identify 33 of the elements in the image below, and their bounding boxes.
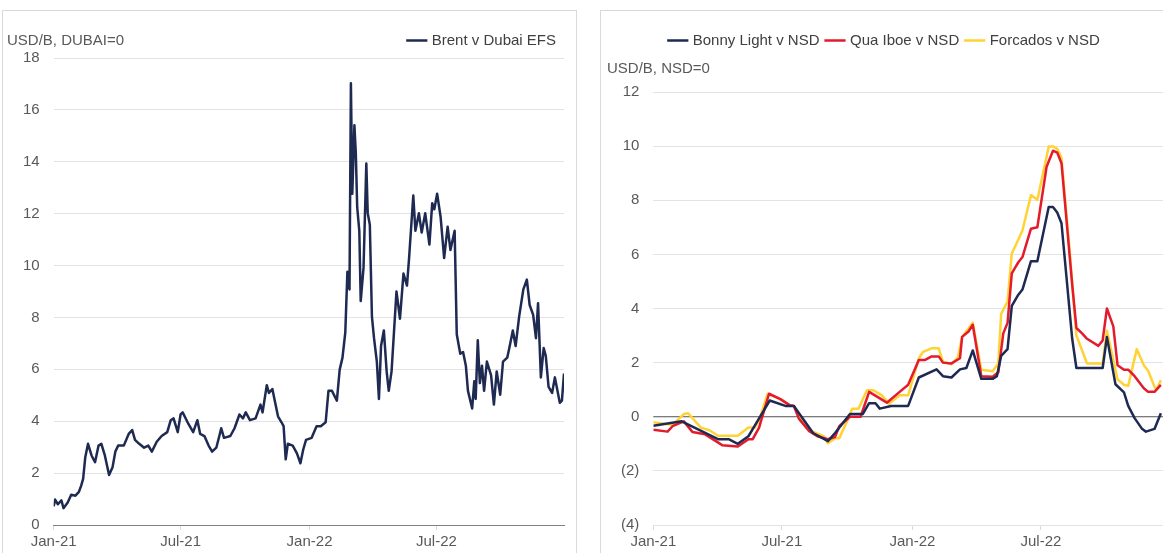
y-tick-label: 14: [23, 151, 40, 169]
y-tick-label: 12: [23, 203, 40, 221]
x-tick-label: Jan-21: [30, 532, 77, 550]
y-tick-label: 4: [630, 298, 640, 316]
y-tick-label: 6: [630, 244, 640, 262]
y-tick-label: 16: [23, 100, 40, 118]
y-tick-label: 18: [23, 48, 40, 66]
y-axis-title: USD/B, DUBAI=0: [7, 31, 125, 48]
y-tick-label: 6: [31, 359, 40, 377]
x-tick-label: Jul-21: [761, 532, 803, 550]
x-tick-label: Jul-21: [160, 532, 201, 550]
y-tick-label: 0: [630, 406, 640, 424]
legend-label: Qua Iboe v NSD: [849, 30, 960, 48]
y-tick-label: (2): [620, 461, 640, 479]
x-tick-label: Jan-21: [630, 532, 677, 550]
legend-label: Brent v Dubai EFS: [431, 30, 556, 48]
x-tick-label: Jan-22: [286, 532, 333, 550]
y-tick-label: (4): [620, 515, 640, 533]
y-axis-title: USD/B, NSD=0: [607, 59, 710, 77]
x-tick-label: Jan-22: [889, 532, 936, 550]
y-tick-label: 2: [630, 352, 640, 370]
y-tick-label: 12: [622, 82, 640, 100]
legend-label: Bonny Light v NSD: [692, 30, 820, 48]
x-tick-label: Jul-22: [1020, 532, 1062, 550]
y-tick-label: 10: [23, 255, 40, 273]
legend-label: Forcados v NSD: [989, 30, 1100, 48]
y-tick-label: 8: [630, 190, 640, 208]
y-tick-label: 8: [31, 307, 40, 325]
y-tick-label: 4: [31, 411, 40, 429]
y-tick-label: 0: [31, 515, 40, 533]
y-tick-label: 2: [31, 463, 40, 481]
x-tick-label: Jul-22: [415, 532, 457, 550]
y-tick-label: 10: [622, 136, 640, 154]
